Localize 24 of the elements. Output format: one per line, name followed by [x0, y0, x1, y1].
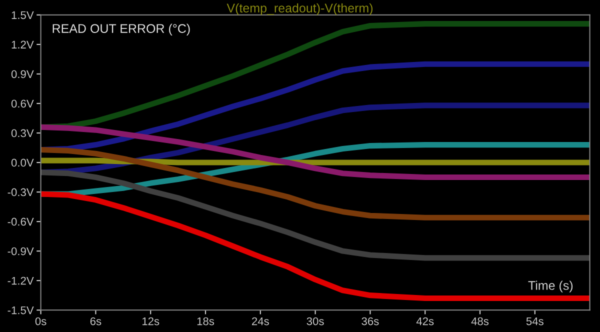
- y-tick-label: -1.2V: [8, 276, 34, 285]
- x-tick-label: 0s: [35, 317, 46, 326]
- x-tick-label: 54s: [526, 317, 544, 326]
- x-tick-label: 30s: [306, 317, 324, 326]
- y-tick-label: -1.5V: [8, 306, 34, 314]
- x-tick-label: 42s: [416, 317, 434, 326]
- y-tick-label: 0.9V: [11, 70, 34, 78]
- y-tick-label: -0.9V: [8, 247, 34, 256]
- y-tick-label: 1.5V: [12, 11, 34, 20]
- x-tick-label: 24s: [252, 317, 269, 326]
- y-tick-label: 0.3V: [11, 129, 34, 138]
- y-tick-label: -0.3V: [8, 188, 34, 196]
- x-tick-label: 18s: [197, 317, 214, 326]
- x-axis-title: Time (s): [528, 280, 573, 292]
- annotation: READ OUT ERROR (°C): [52, 24, 190, 36]
- x-tick-label: 36s: [362, 317, 379, 326]
- y-tick-label: -0.6V: [8, 218, 34, 226]
- y-tick-label: 0.0V: [11, 158, 34, 167]
- x-tick-label: 12s: [142, 317, 160, 326]
- chart-title: V(temp_readout)-V(therm): [226, 3, 373, 15]
- x-tick-label: 6s: [90, 317, 102, 326]
- y-tick-label: 0.6V: [11, 100, 34, 108]
- y-tick-label: 1.2V: [12, 40, 34, 48]
- x-tick-label: 48s: [471, 317, 489, 326]
